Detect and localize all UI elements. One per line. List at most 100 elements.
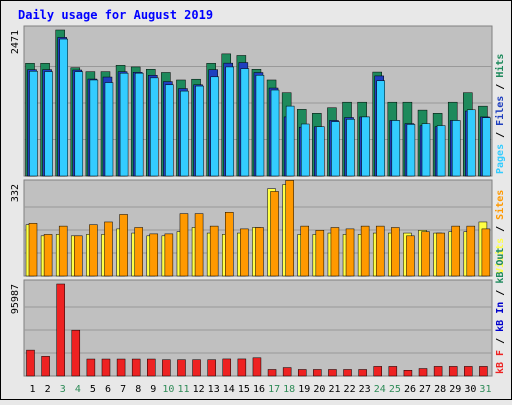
legend-separator: / [495,220,506,238]
legend-entry: kB F [495,350,506,374]
bar-kb [177,359,186,377]
y-max-label: 2471 [10,30,21,54]
bar-kb [433,366,443,377]
bar-kb [479,366,488,377]
x-tick-label: 26 [404,384,416,395]
bar-kb [313,369,322,377]
bar-sites [74,235,83,277]
x-tick-label: 22 [344,384,356,395]
bar-pages [361,116,370,177]
bar-pages [376,80,385,177]
x-tick-label: 10 [162,384,174,395]
bar-pages [44,71,53,177]
legend-separator: / [495,284,506,302]
bar-kb [373,366,382,377]
bar-pages [29,70,38,177]
bar-sites [209,225,219,277]
bar-pages [180,90,189,177]
y-max-label: 332 [10,184,21,202]
legend-separator: / [495,126,506,144]
bar-pages [150,77,159,177]
legend-entry: Pages [495,144,506,174]
x-tick-label: 25 [389,384,401,395]
legend-entry: kB In [495,302,506,332]
bar-sites [194,213,204,277]
x-tick-label: 19 [298,384,310,395]
x-tick-label: 24 [374,384,386,395]
bar-kb [86,358,96,377]
x-tick-label: 8 [135,384,141,395]
bar-pages [451,120,461,177]
x-tick-label: 9 [150,384,156,395]
bar-pages [331,121,340,177]
legend-entry: kB Out [495,248,506,284]
bar-kb [328,369,337,377]
bar-sites [89,224,98,277]
x-tick-label: 2 [45,384,51,395]
panels-group: 2471 Pages / Files / Hits 332 Visits / Site… [10,25,506,395]
bar-pages [316,126,325,177]
bar-pages [195,85,204,177]
bar-pages [104,82,114,177]
bar-sites [134,227,143,277]
x-tick-label: 13 [208,384,220,395]
x-tick-label: 16 [253,384,265,395]
x-tick-label: 15 [238,384,250,395]
bar-sites [179,213,189,277]
bar-pages [270,89,280,177]
bar-pages [467,109,476,177]
bar-sites [375,225,385,277]
x-tick-label: 14 [223,384,235,395]
bar-sites [330,227,340,277]
x-tick-label: 23 [359,384,371,395]
bar-kb [147,358,156,377]
x-tick-label: 30 [464,384,476,395]
x-tick-label: 27 [419,384,431,395]
bar-pages [436,125,446,177]
bar-pages [165,84,174,177]
legend-visits-sites: Visits / Sites [494,190,506,274]
bar-sites [149,233,159,277]
bar-kb [343,369,352,377]
bar-sites [360,225,370,277]
x-tick-label: 17 [268,384,280,395]
y-max-label: 95987 [10,284,21,314]
bar-pages [421,123,431,177]
bar-kb [267,369,277,377]
bar-sites [421,231,430,277]
legend-kbytes: kB F / kB In / kB Out [495,248,506,374]
bar-kb [26,349,35,377]
bar-sites [436,232,445,277]
bar-kb [358,369,367,377]
bar-pages [59,38,68,177]
bar-kb [162,359,171,377]
x-tick-label: 1 [30,384,36,395]
bar-kb [448,366,458,377]
legend-pages-files-hits: Pages / Files / Hits [494,54,506,174]
bar-pages [255,75,265,177]
bar-sites [43,234,53,277]
x-tick-label: 4 [75,384,81,395]
bar-kb [297,369,307,377]
x-tick-label: 21 [328,384,340,395]
bar-pages [406,124,416,177]
bar-pages [240,68,250,177]
legend-entry: Sites [494,190,506,220]
bar-sites [28,223,38,277]
legend-entry: Files [494,96,506,126]
chart-title: Daily usage for August 2019 [18,8,213,22]
bar-sites [391,227,400,277]
x-tick-label: 18 [283,384,295,395]
legend-separator: / [495,332,506,350]
x-tick-label: 12 [193,384,205,395]
bar-kb [237,358,247,377]
bar-kb [282,367,292,377]
bar-kb [403,369,413,377]
bar-sites [104,221,113,277]
bar-pages [346,119,355,177]
bar-kb [252,357,262,377]
legend-entry: Hits [494,54,506,78]
x-tick-label: 31 [479,384,491,395]
bar-sites [451,225,460,277]
